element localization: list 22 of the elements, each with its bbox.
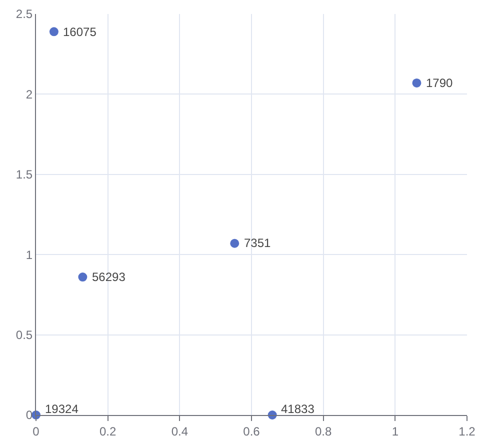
y-tick-label: 0.5 xyxy=(16,328,33,342)
annotation: 7351 xyxy=(244,236,272,250)
point xyxy=(412,78,422,88)
x-tick-label: 0.4 xyxy=(171,424,188,438)
y-tick-label: 2.5 xyxy=(16,7,33,22)
point xyxy=(49,27,58,36)
annotation: 1790 xyxy=(426,76,454,90)
y-tick-label: 2 xyxy=(26,87,33,102)
annotation: 19324 xyxy=(45,402,79,416)
x-tick-label: 1 xyxy=(392,424,399,438)
x-tick-label: 1.2 xyxy=(458,424,476,438)
point xyxy=(230,238,240,248)
y-tick-label: 0 xyxy=(26,408,33,422)
x-tick-label: 0.8 xyxy=(314,424,332,438)
annotation: 41833 xyxy=(281,402,315,416)
point xyxy=(78,272,88,282)
y-tick-label: 1 xyxy=(26,248,33,262)
y-tick-label: 1.5 xyxy=(16,168,33,182)
annotation: 56293 xyxy=(92,270,126,284)
annotation: 16075 xyxy=(63,25,97,39)
x-tick-label: 0.2 xyxy=(99,424,116,438)
x-tick-label: 0.6 xyxy=(243,424,260,438)
